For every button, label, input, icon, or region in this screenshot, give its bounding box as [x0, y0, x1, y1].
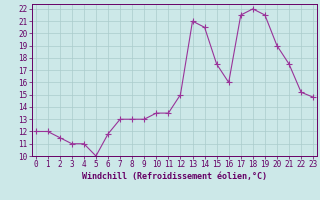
X-axis label: Windchill (Refroidissement éolien,°C): Windchill (Refroidissement éolien,°C) — [82, 172, 267, 181]
